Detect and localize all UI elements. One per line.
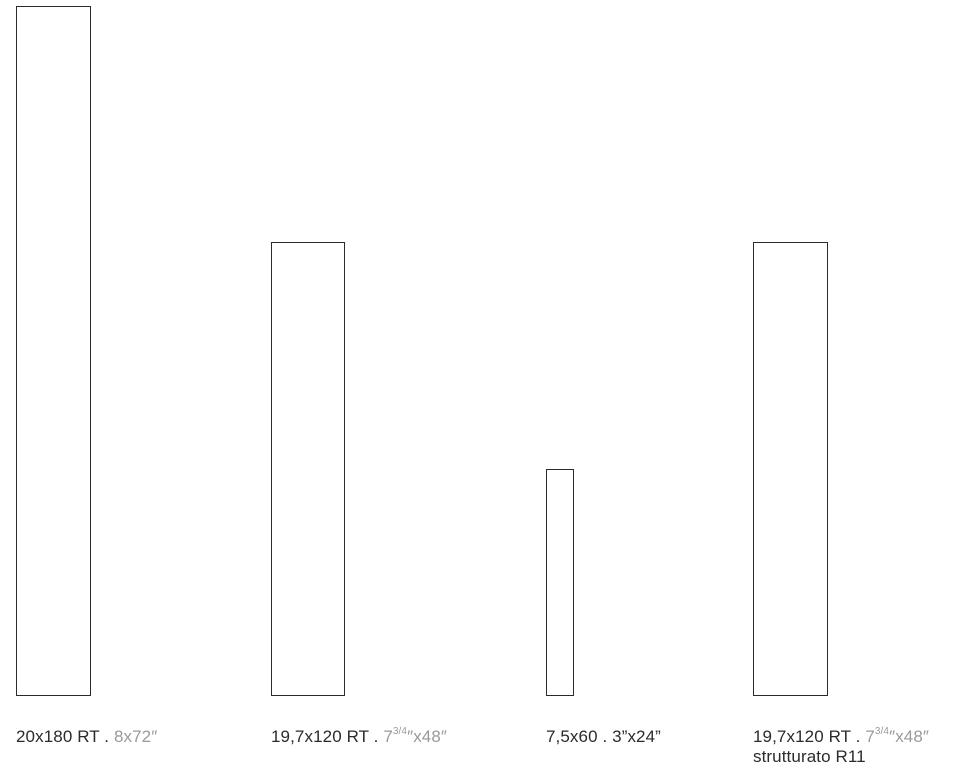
size-metric: 19,7x120 RT (753, 727, 851, 746)
tile-19-7x120-strutturato-outline (753, 242, 828, 696)
separator: . (368, 727, 384, 746)
size-imperial-fraction: 3/4 (874, 726, 890, 738)
tile-caption-19-7x120-strutturato: 19,7x120 RT . 73/4″x48″ strutturato R11 (753, 727, 929, 767)
size-imperial: 73/4″x48″ (865, 727, 929, 746)
size-imperial-rest: ″x48″ (889, 727, 930, 746)
separator: . (597, 727, 613, 746)
size-imperial: 73/4″x48″ (383, 727, 447, 746)
tile-20x180-outline (16, 6, 91, 696)
size-metric: 19,7x120 RT (271, 727, 369, 746)
size-imperial: 8x72″ (113, 727, 158, 746)
size-imperial-fraction: 3/4 (392, 726, 408, 738)
tile-caption-19-7x120: 19,7x120 RT . 73/4″x48″ (271, 727, 447, 747)
size-imperial-whole: 7 (383, 727, 393, 746)
tile-7-5x60-outline (546, 469, 574, 696)
size-metric: 7,5x60 (546, 727, 598, 746)
size-imperial-whole: 7 (865, 727, 875, 746)
size-imperial: 3”x24” (612, 727, 661, 746)
separator: . (99, 727, 114, 746)
tile-caption-20x180: 20x180 RT . 8x72″ (16, 727, 157, 747)
separator: . (850, 727, 866, 746)
tile-19-7x120-outline (271, 242, 345, 696)
size-imperial-rest: ″x48″ (407, 727, 448, 746)
size-metric: 20x180 RT (16, 727, 100, 746)
tile-caption-7-5x60: 7,5x60 . 3”x24” (546, 727, 661, 747)
finish-label: strutturato R11 (753, 747, 866, 766)
